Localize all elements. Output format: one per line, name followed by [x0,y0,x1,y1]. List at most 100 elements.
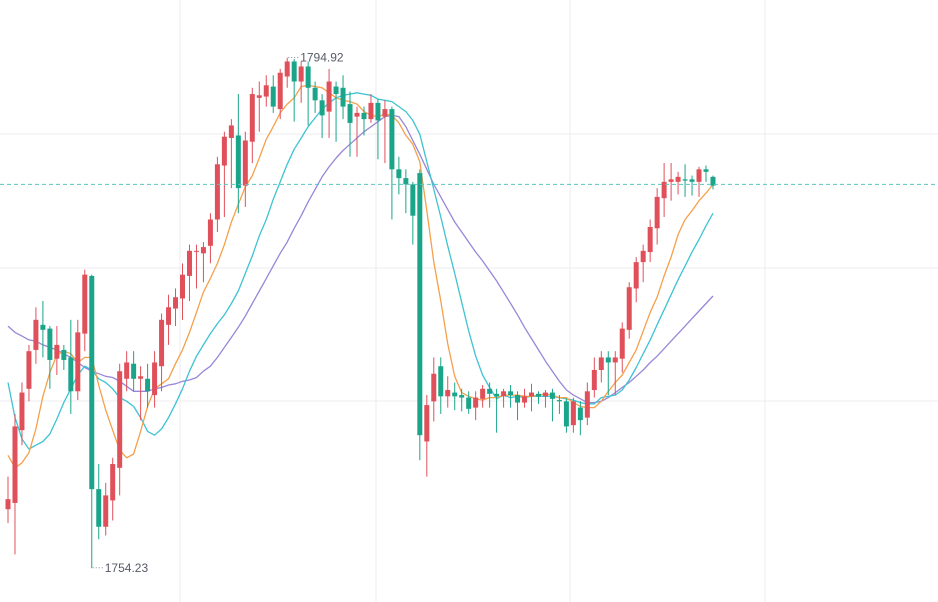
candle-body [368,102,374,120]
candle-body [117,371,123,468]
candle [12,413,18,555]
candle [340,75,346,120]
candle [522,388,528,408]
candle [284,57,290,88]
candle-body [640,250,646,263]
candle-body [424,405,430,442]
candle [75,319,81,401]
candle-body [319,100,325,116]
candle [529,383,534,412]
candle [305,61,311,126]
candle [480,385,486,408]
candle-body [522,396,528,403]
candle [605,351,611,396]
candle-body [584,391,590,418]
candle [438,357,444,414]
candle-body [145,378,151,392]
candle-body [563,401,569,427]
candle [591,357,597,398]
candle-body [270,86,276,107]
candle [473,391,479,421]
candle [626,282,632,339]
candle-body [305,66,311,88]
candle [689,175,695,196]
candle-body [619,328,625,359]
candle-body [556,400,562,402]
candle-body [159,319,165,367]
candle [61,344,67,370]
candle-body [508,391,514,396]
candle [570,397,576,433]
candle [431,357,437,422]
candle-body [375,102,381,121]
candle [26,344,32,402]
candle [515,391,521,421]
candle-body [256,95,262,98]
candle [508,385,514,408]
candle-body [131,363,137,379]
candle-body [138,376,144,379]
candle-body [675,176,681,182]
candle-body [515,395,521,403]
candle-body [598,357,604,370]
candle [487,382,493,408]
ma-mid-line [7,92,714,450]
candle-body [347,104,353,123]
candle [417,169,423,461]
candle [96,464,102,540]
candle-body [438,366,444,397]
candle [494,388,500,433]
candle-body [668,179,674,182]
candle-body [361,112,367,120]
candle-body [542,392,548,397]
candle [5,476,11,523]
candle-body [298,66,304,82]
candle [193,244,199,289]
candle [312,81,318,113]
candle-body [75,332,81,392]
candle [619,322,625,373]
candle [410,181,416,245]
candle-body [124,362,130,379]
candle-body [284,61,290,77]
ma-fast-line [7,84,714,469]
candle-body [152,362,158,396]
candle-body [89,275,95,490]
candle-body [501,391,507,397]
candle [696,166,702,197]
candle [131,351,137,392]
candle [263,75,269,107]
candle [563,398,569,433]
candle [389,106,395,220]
candle [186,244,192,301]
candle-body [605,357,611,363]
candle [200,242,206,283]
candle-body [277,72,283,110]
candle-body [333,86,339,95]
candle-body [396,169,402,179]
candle-body [703,169,709,172]
candle [319,94,325,138]
candle-body [200,247,206,254]
candle [424,395,430,477]
candle-body [180,274,185,299]
candle [577,401,583,436]
candle-body [494,393,500,397]
candle [242,131,248,207]
annotations: 1794.92 1754.23 [0,50,938,575]
candle-body [403,178,409,185]
candle [159,313,165,392]
candle-body [612,357,618,363]
candle [47,326,53,389]
candle-body [5,499,11,510]
candle [535,391,541,404]
candle-body [263,85,269,97]
candle-body [591,369,597,391]
candle-body [221,136,227,166]
candle [249,87,255,164]
candle [354,106,360,157]
candle [668,163,674,201]
candle-body [291,61,297,82]
